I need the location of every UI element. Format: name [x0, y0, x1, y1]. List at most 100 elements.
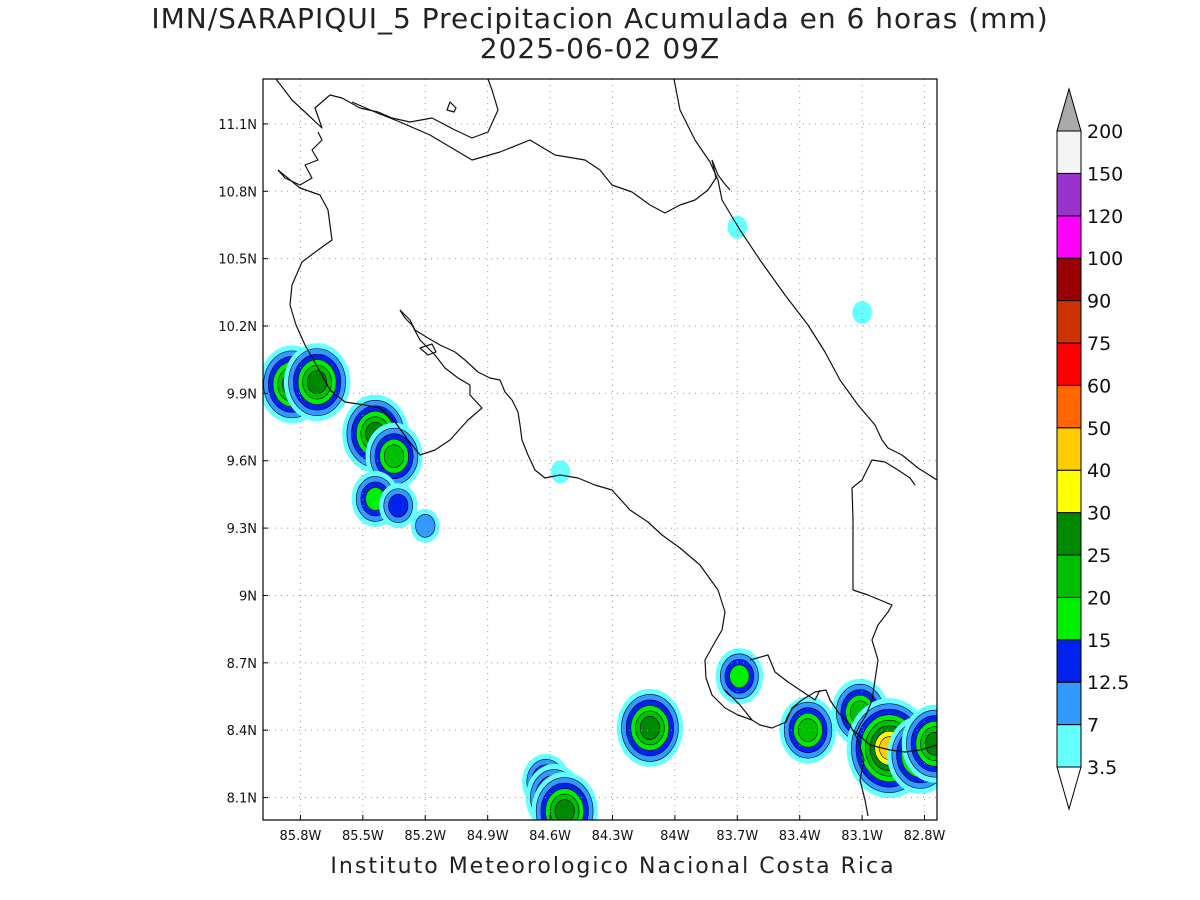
- colorbar-label: 20: [1087, 587, 1111, 609]
- lon-tick-label: 84W: [660, 829, 690, 844]
- colorbar-label: 15: [1087, 630, 1111, 652]
- lon-tick-label: 84.9W: [467, 829, 509, 844]
- colorbar-label: 30: [1087, 503, 1111, 525]
- colorbar-label: 7: [1087, 715, 1099, 737]
- colorbar-swatch: [1056, 724, 1082, 768]
- precip-contour-25: [639, 716, 661, 740]
- precip-cell: [852, 301, 872, 325]
- precip-contour-20: [797, 718, 819, 742]
- colorbar-label: 90: [1087, 291, 1111, 313]
- lat-tick-label: 9.6N: [227, 455, 257, 470]
- colorbar-swatch: [1056, 639, 1082, 683]
- lat-tick-label: 9.9N: [227, 387, 257, 402]
- colorbar-label: 100: [1087, 248, 1123, 270]
- panama-border: [851, 459, 916, 590]
- precip-contour-3.5: [550, 460, 571, 484]
- lon-tick-label: 85.8W: [280, 829, 322, 844]
- lon-tick-label: 83.1W: [841, 829, 883, 844]
- precip-contour-25: [924, 731, 937, 756]
- colorbar-label: 200: [1087, 121, 1123, 143]
- osa-peninsula: [751, 689, 839, 729]
- precip-cell: [616, 688, 684, 767]
- lon-tick-label: 85.5W: [342, 829, 384, 844]
- precip-contour-25: [307, 370, 328, 394]
- lon-tick-label: 83.7W: [716, 829, 758, 844]
- footer-credit: Instituto Meteorologico Nacional Costa R…: [330, 854, 896, 879]
- colorbar-swatch: [1056, 300, 1082, 344]
- precip-contour-15: [729, 664, 750, 689]
- colorbar-label: 50: [1087, 418, 1111, 440]
- colorbar-label: 150: [1087, 163, 1123, 185]
- precip-cell: [283, 343, 351, 422]
- colorbar-label: 25: [1087, 545, 1111, 567]
- panama-border-south: [852, 589, 893, 736]
- nicaragua-coast: [275, 79, 499, 139]
- precip-cell: [550, 460, 571, 484]
- lon-tick-label: 83.4W: [779, 829, 821, 844]
- colorbar-swatch: [1056, 384, 1082, 429]
- gridlines: [263, 79, 937, 820]
- colorbar-under-triangle: [1056, 766, 1082, 811]
- longitude-labels: 85.8W 85.5W 85.2W 84.9W 84.6W 84.3W 84W 83.7W 83…: [280, 829, 946, 844]
- colorbar-swatch: [1056, 512, 1082, 556]
- lat-tick-label: 11.1N: [218, 118, 257, 133]
- lat-tick-label: 10.5N: [218, 253, 257, 268]
- precipitation-layer: [263, 215, 937, 820]
- colorbar-swatch: [1056, 130, 1082, 174]
- colorbar-swatch: [1056, 342, 1082, 386]
- precip-cell: [901, 704, 937, 783]
- colorbar-swatch: [1056, 427, 1082, 471]
- latitude-labels: 11.1N 10.8N 10.5N 10.2N 9.9N 9.6N 9.3N 9N 8.7N 8.…: [218, 118, 257, 807]
- colorbar-swatch: [1056, 469, 1082, 514]
- colorbar-swatch: [1056, 554, 1082, 598]
- lat-tick-label: 9N: [239, 589, 257, 604]
- lon-tick-label: 82.8W: [904, 829, 946, 844]
- colorbar-swatch: [1056, 172, 1082, 217]
- lat-tick-label: 8.1N: [227, 792, 257, 807]
- colorbar-swatch: [1056, 596, 1082, 641]
- gulf-of-nicoya-island: [419, 343, 437, 356]
- lat-tick-label: 9.3N: [227, 522, 257, 537]
- caribbean-coast: [673, 79, 937, 481]
- colorbar-label: 120: [1087, 206, 1123, 228]
- island-feature: [446, 101, 457, 113]
- san-juan-delta: [711, 159, 731, 191]
- chart-subtitle: 2025-06-02 09Z: [479, 32, 721, 65]
- lon-tick-label: 84.3W: [592, 829, 634, 844]
- colorbar-over-triangle: [1056, 87, 1082, 132]
- precip-contour-12.5: [388, 493, 409, 518]
- precip-contour-25: [554, 799, 575, 820]
- precip-cell: [410, 508, 440, 543]
- colorbar-label: 60: [1087, 375, 1111, 397]
- golfo-dulce: [724, 689, 753, 721]
- lat-tick-label: 10.2N: [218, 320, 257, 335]
- colorbar-label: 12.5: [1087, 672, 1129, 694]
- osa-inner-coast: [749, 654, 821, 701]
- colorbar-label: 3.5: [1087, 757, 1117, 779]
- southern-border: [852, 729, 937, 753]
- lat-tick-label: 8.7N: [227, 657, 257, 672]
- pacific-coast-central: [399, 309, 753, 721]
- precip-cell: [715, 648, 764, 705]
- lon-tick-label: 85.2W: [404, 829, 446, 844]
- precip-cell: [531, 772, 598, 820]
- chart-title: IMN/SARAPIQUI_5 Precipitacion Acumulada …: [151, 2, 1049, 35]
- lat-tick-label: 8.4N: [227, 724, 257, 739]
- coastline: [275, 79, 937, 817]
- colorbar-label: 75: [1087, 333, 1111, 355]
- nicoya-peninsula: [277, 169, 483, 456]
- burica-peninsula: [837, 711, 869, 817]
- colorbar-swatch: [1056, 681, 1082, 726]
- colorbar-swatch: [1056, 215, 1082, 259]
- colorbar-label: 40: [1087, 460, 1111, 482]
- precip-cell: [379, 483, 418, 529]
- lon-tick-label: 84.6W: [529, 829, 571, 844]
- precip-contour-3.5: [852, 301, 872, 325]
- northern-border: [351, 101, 717, 214]
- colorbar: 3.5 7 12.5 15 20 25 30 40 50 60 75 90 100 120 150 200: [1056, 87, 1129, 811]
- plot-frame: [262, 78, 938, 821]
- colorbar-swatch: [1056, 257, 1082, 302]
- precip-cell: [779, 696, 837, 764]
- precip-contour-7: [415, 514, 436, 538]
